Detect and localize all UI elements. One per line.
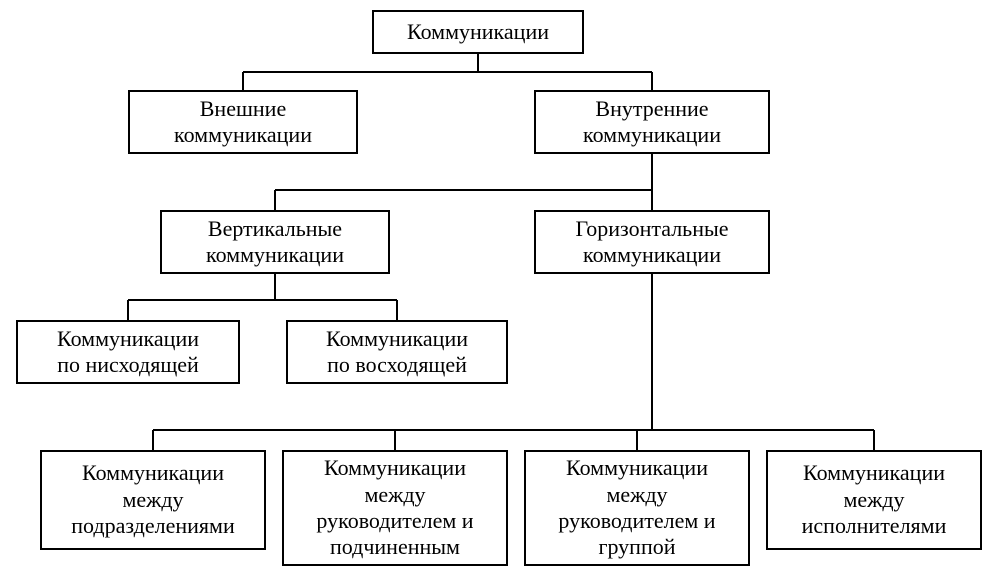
node-between-executors: Коммуникации между исполнителями	[766, 450, 982, 550]
node-label: Горизонтальные коммуникации	[575, 216, 728, 269]
node-label: Коммуникации	[407, 19, 549, 45]
node-label: Коммуникации между руководителем и подчи…	[316, 455, 473, 561]
diagram-canvas: Коммуникации Внешние коммуникации Внутре…	[0, 0, 1000, 584]
node-label: Вертикальные коммуникации	[206, 216, 344, 269]
node-label: Внутренние коммуникации	[583, 96, 721, 149]
node-internal: Внутренние коммуникации	[534, 90, 770, 154]
node-downward: Коммуникации по нисходящей	[16, 320, 240, 384]
node-label: Коммуникации по нисходящей	[57, 326, 199, 379]
node-manager-group: Коммуникации между руководителем и групп…	[524, 450, 750, 566]
node-label: Коммуникации между подразделениями	[71, 460, 234, 539]
node-label: Внешние коммуникации	[174, 96, 312, 149]
node-manager-subordinate: Коммуникации между руководителем и подчи…	[282, 450, 508, 566]
node-between-departments: Коммуникации между подразделениями	[40, 450, 266, 550]
node-label: Коммуникации по восходящей	[326, 326, 468, 379]
node-vertical: Вертикальные коммуникации	[160, 210, 390, 274]
node-label: Коммуникации между исполнителями	[802, 460, 947, 539]
node-upward: Коммуникации по восходящей	[286, 320, 508, 384]
node-horizontal: Горизонтальные коммуникации	[534, 210, 770, 274]
node-external: Внешние коммуникации	[128, 90, 358, 154]
node-root: Коммуникации	[372, 10, 584, 54]
node-label: Коммуникации между руководителем и групп…	[558, 455, 715, 561]
